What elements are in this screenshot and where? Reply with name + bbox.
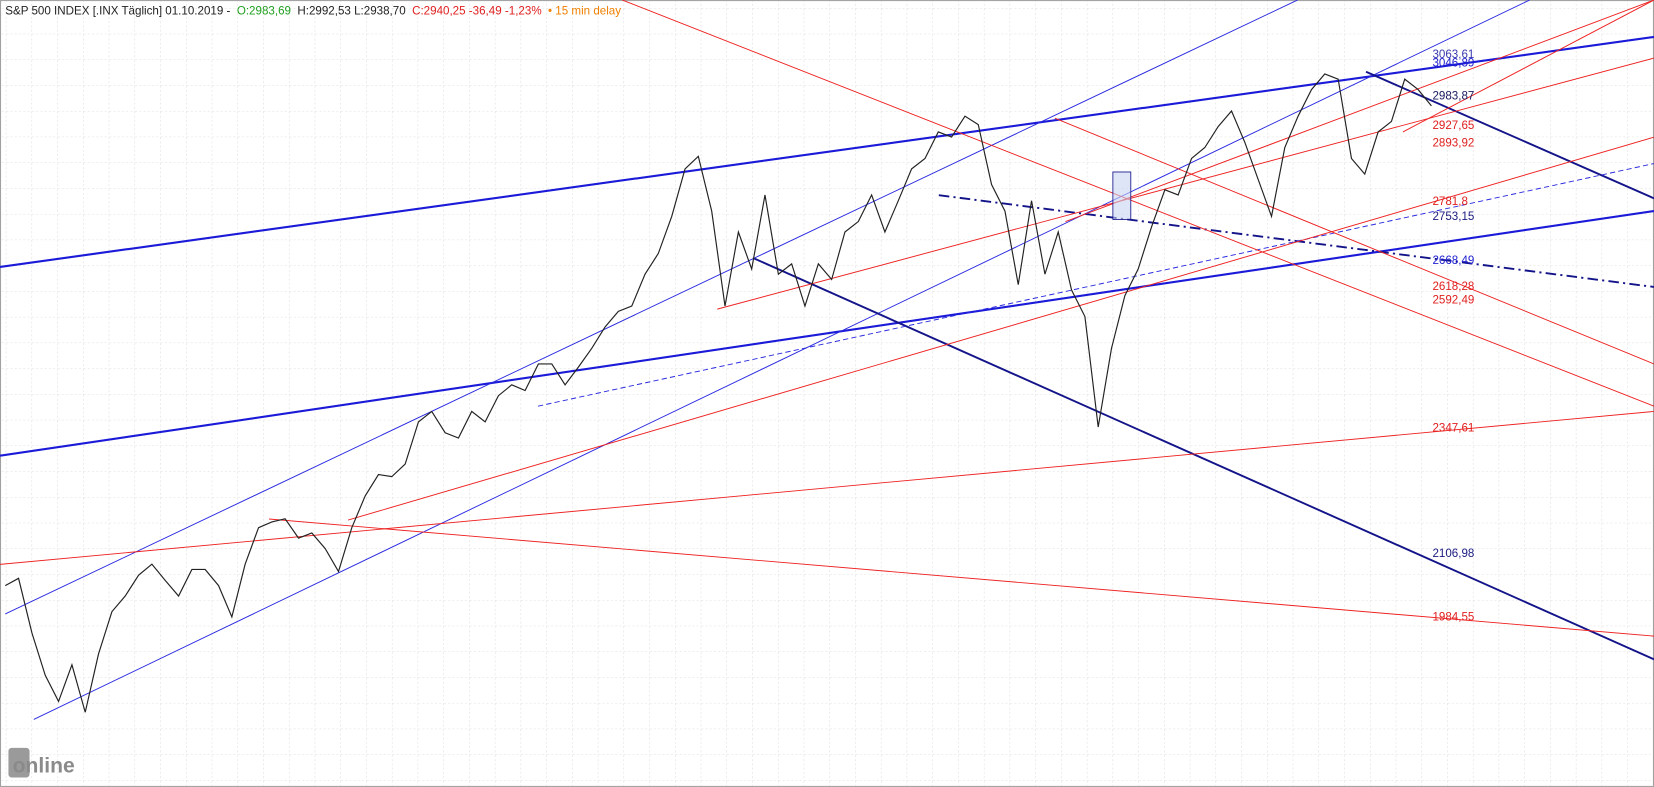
price-label: 2106,98 (1432, 547, 1474, 560)
header-close: C:2940,25 -36,49 -1,23% (412, 5, 542, 18)
price-label: 3063,61 (1432, 48, 1474, 61)
price-label: 2781,8 (1432, 195, 1467, 208)
price-label: 2927,65 (1432, 119, 1474, 132)
price-label: 1984,55 (1432, 611, 1474, 624)
trendlines (0, 0, 1654, 720)
price-label: 2347,61 (1432, 421, 1474, 434)
price-label: 2983,87 (1432, 90, 1474, 103)
logo-mark (8, 747, 30, 778)
price-label: 3046,89 (1432, 57, 1474, 70)
price-series (4, 73, 1432, 713)
price-label: 2592,49 (1432, 294, 1474, 307)
price-label: 2668,49 (1432, 254, 1474, 267)
price-label: 2753,15 (1432, 210, 1474, 223)
header: S&P 500 INDEX [.INX Täglich] 01.10.2019 … (5, 5, 621, 18)
price-label: 2893,92 (1432, 136, 1474, 149)
logo: online (13, 754, 75, 777)
header-open: O:2983,69 (237, 5, 291, 18)
header-delay: • 15 min delay (548, 5, 621, 18)
header-title: S&P 500 INDEX [.INX Täglich] 01.10.2019 … (5, 5, 230, 18)
price-label: 2618,28 (1432, 280, 1474, 293)
price-line (4, 73, 1432, 713)
header-high-low: H:2992,53 L:2938,70 (297, 5, 405, 18)
